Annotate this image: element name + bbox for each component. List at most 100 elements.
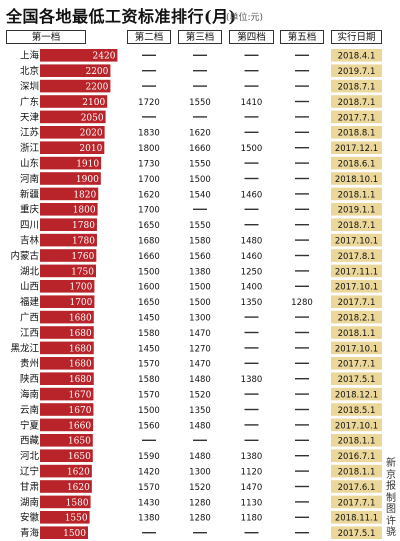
bar-tier-1 (40, 218, 97, 231)
bar-tier-1 (40, 480, 92, 493)
date-cell (331, 141, 382, 154)
bar-tier-1 (40, 495, 91, 509)
region-label: 天津 (20, 112, 40, 123)
bar-value-label: 1760 (71, 252, 94, 262)
tier-value: 1700 (138, 175, 160, 185)
region-label: 上海 (20, 50, 40, 62)
date-cell (331, 480, 382, 493)
bar-tier-1 (40, 172, 101, 185)
tier-value: 1500 (189, 283, 211, 293)
tier-value: 1570 (138, 483, 160, 493)
region-label: 辽宁 (20, 466, 39, 478)
tier-value: 1300 (189, 468, 211, 478)
unit-label: (单位:元) (226, 13, 264, 23)
bar-value-label: 1780 (72, 237, 95, 247)
bar-value-label: 1680 (69, 314, 92, 324)
bar-tier-1 (40, 64, 111, 77)
date-cell (331, 95, 382, 108)
date-cell (331, 203, 382, 216)
date-cell (331, 280, 382, 293)
date-cell (331, 233, 382, 247)
region-label: 西藏 (20, 435, 40, 447)
bar-value-label: 1580 (66, 498, 89, 508)
tier-value: 1590 (138, 452, 160, 462)
tier-value: 1660 (138, 252, 160, 262)
tier-value: 1500 (241, 144, 263, 154)
tier-value: 1450 (138, 344, 160, 354)
region-label: 四川 (20, 220, 39, 231)
region-label: 陕西 (20, 373, 39, 385)
tier-value: 1280 (291, 298, 313, 308)
bar-tier-1 (40, 264, 96, 278)
date-cell (331, 310, 382, 324)
tier-value: 1800 (138, 144, 160, 154)
date-label: 2018.11.1 (335, 514, 378, 524)
region-label: 江苏 (20, 127, 40, 139)
date-cell (331, 156, 382, 170)
bar-value-label: 1620 (67, 468, 90, 478)
bar-value-label: 1660 (68, 421, 91, 431)
tier-value: 1380 (241, 452, 263, 462)
date-cell (331, 403, 382, 416)
tier-value: 1250 (241, 267, 263, 277)
region-label: 湖南 (20, 496, 39, 508)
header-date: 实行日期 (331, 30, 382, 44)
date-label: 2018.12.1 (335, 391, 378, 401)
tier-value: 1180 (241, 514, 263, 524)
tier-value: 1600 (138, 283, 160, 293)
date-label: 2019.1.1 (338, 206, 376, 216)
tier-value: 1830 (138, 129, 160, 139)
tier-value: 1580 (138, 329, 160, 339)
tier-value: 1130 (241, 498, 263, 508)
date-cell (331, 511, 382, 524)
bar-value-label: 2020 (80, 129, 103, 139)
date-label: 2018.6.1 (338, 160, 376, 170)
bar-tier-1 (40, 187, 99, 201)
date-label: 2017.7.1 (338, 298, 376, 308)
chart-title: 全国各地最低工资标准排行(月) (6, 7, 237, 26)
bar-value-label: 1750 (71, 267, 94, 277)
header-tier-5: 第五档 (280, 30, 324, 44)
bar-tier-1 (40, 372, 94, 385)
bar-value-label: 2200 (85, 67, 108, 77)
region-label: 吉林 (20, 235, 40, 247)
bar-value-label: 1500 (63, 529, 86, 539)
bar-tier-1 (40, 280, 95, 293)
bar-tier-1 (40, 387, 94, 401)
tier-value: 1700 (138, 206, 160, 216)
date-label: 2017.7.1 (338, 498, 376, 508)
region-label: 深圳 (20, 82, 39, 93)
tier-value: 1500 (138, 267, 160, 277)
bar-value-label: 1910 (76, 160, 99, 170)
date-cell (331, 110, 382, 124)
date-label: 2017.5.1 (338, 529, 376, 539)
date-cell (331, 449, 382, 462)
tier-value: 1470 (189, 360, 211, 370)
tier-value: 1500 (189, 175, 211, 185)
date-label: 2018.8.1 (338, 129, 376, 139)
header-tier-4: 第四档 (229, 30, 274, 44)
tier-value: 1410 (241, 98, 263, 108)
bar-tier-1 (40, 511, 90, 524)
date-label: 2018.1.1 (338, 468, 376, 478)
date-cell (331, 64, 382, 77)
bar-value-label: 1550 (65, 514, 88, 524)
tier-value: 1650 (138, 298, 160, 308)
tier-value: 1280 (189, 498, 211, 508)
tier-value: 1480 (189, 375, 211, 385)
date-cell (331, 464, 382, 478)
region-label: 福建 (20, 296, 40, 308)
tier-value: 1380 (138, 514, 160, 524)
region-label: 海南 (20, 389, 39, 401)
bar-tier-1 (40, 156, 102, 170)
date-cell (331, 341, 382, 355)
date-label: 2017.10.1 (335, 237, 378, 247)
date-label: 2017.8.1 (338, 252, 376, 262)
date-label: 2018.5.1 (338, 406, 376, 416)
tier-value: 1350 (241, 298, 263, 308)
tier-value: 1730 (138, 160, 160, 170)
date-cell (331, 434, 382, 447)
date-cell (331, 49, 382, 62)
region-label: 广西 (20, 312, 39, 324)
